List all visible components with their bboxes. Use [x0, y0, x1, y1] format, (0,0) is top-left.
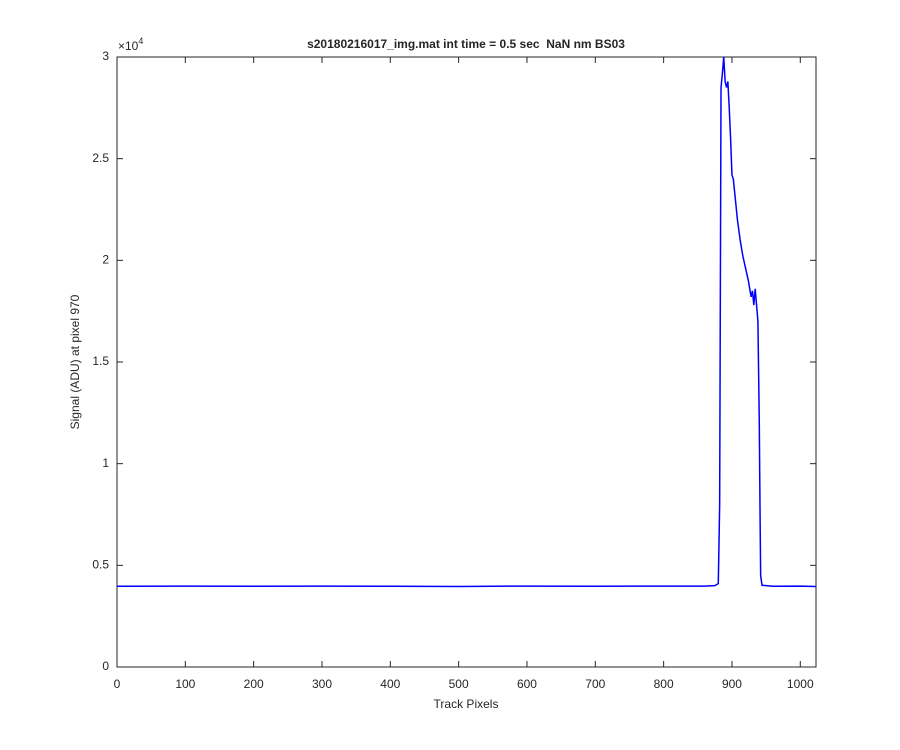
y-tick-label: 1.5 [92, 354, 109, 368]
data-line [116, 56, 817, 588]
plot-area [116, 56, 817, 668]
y-tick-label: 3 [102, 49, 109, 63]
x-tick-label: 200 [244, 677, 264, 691]
y-tick-label: 0 [102, 659, 109, 673]
chart-title: s20180216017_img.mat int time = 0.5 sec … [307, 37, 625, 51]
y-multiplier-base: ×10 [118, 39, 139, 53]
x-tick-label: 700 [585, 677, 605, 691]
x-tick-label: 800 [654, 677, 674, 691]
x-tick-label: 400 [380, 677, 400, 691]
y-multiplier: ×104 [118, 36, 143, 53]
y-tick-label: 2 [102, 253, 109, 267]
x-tick-label: 600 [517, 677, 537, 691]
y-tick-label: 1 [102, 456, 109, 470]
x-tick-label: 0 [114, 677, 121, 691]
x-tick-label: 300 [312, 677, 332, 691]
y-tick-label: 0.5 [92, 558, 109, 572]
x-tick-label: 500 [449, 677, 469, 691]
y-tick-label: 2.5 [92, 151, 109, 165]
x-tick-label: 900 [722, 677, 742, 691]
x-axis-label: Track Pixels [434, 697, 499, 711]
x-tick-label: 1000 [787, 677, 814, 691]
y-axis-label: Signal (ADU) at pixel 970 [68, 294, 82, 429]
x-tick-label: 100 [175, 677, 195, 691]
y-multiplier-power: 4 [138, 36, 143, 46]
